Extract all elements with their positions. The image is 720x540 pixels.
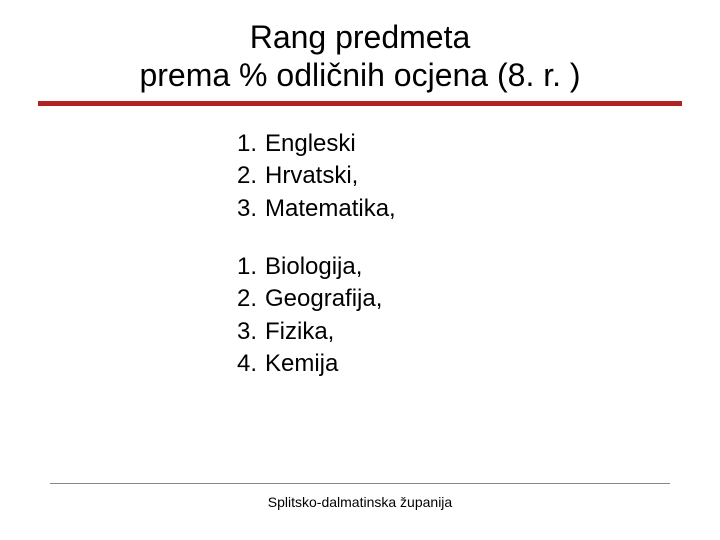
list-number: 2. — [225, 283, 265, 315]
list-group-1: 1. Engleski 2. Hrvatski, 3. Matematika, — [225, 128, 720, 225]
list-item: 3. Matematika, — [225, 193, 720, 225]
lists-area: 1. Engleski 2. Hrvatski, 3. Matematika, … — [225, 128, 720, 381]
footer-text: Splitsko-dalmatinska županija — [0, 494, 720, 510]
list-number: 3. — [225, 316, 265, 348]
list-text: Fizika, — [265, 316, 334, 348]
title-line-2: prema % odličnih ocjena (8. r. ) — [0, 56, 720, 94]
list-item: 2. Geografija, — [225, 283, 720, 315]
list-text: Geografija, — [265, 283, 382, 315]
list-item: 2. Hrvatski, — [225, 160, 720, 192]
list-number: 3. — [225, 193, 265, 225]
list-text: Biologija, — [265, 251, 362, 283]
list-text: Hrvatski, — [265, 160, 358, 192]
list-item: 3. Fizika, — [225, 316, 720, 348]
list-group-2: 1. Biologija, 2. Geografija, 3. Fizika, … — [225, 251, 720, 381]
title-line-1: Rang predmeta — [0, 18, 720, 56]
list-item: 1. Engleski — [225, 128, 720, 160]
list-text: Kemija — [265, 348, 338, 380]
list-number: 2. — [225, 160, 265, 192]
list-text: Matematika, — [265, 193, 396, 225]
title-underline — [38, 101, 682, 106]
list-number: 1. — [225, 128, 265, 160]
footer-divider — [50, 483, 670, 484]
title-block: Rang predmeta prema % odličnih ocjena (8… — [0, 0, 720, 95]
list-number: 4. — [225, 348, 265, 380]
list-item: 1. Biologija, — [225, 251, 720, 283]
list-number: 1. — [225, 251, 265, 283]
list-text: Engleski — [265, 128, 356, 160]
list-item: 4. Kemija — [225, 348, 720, 380]
